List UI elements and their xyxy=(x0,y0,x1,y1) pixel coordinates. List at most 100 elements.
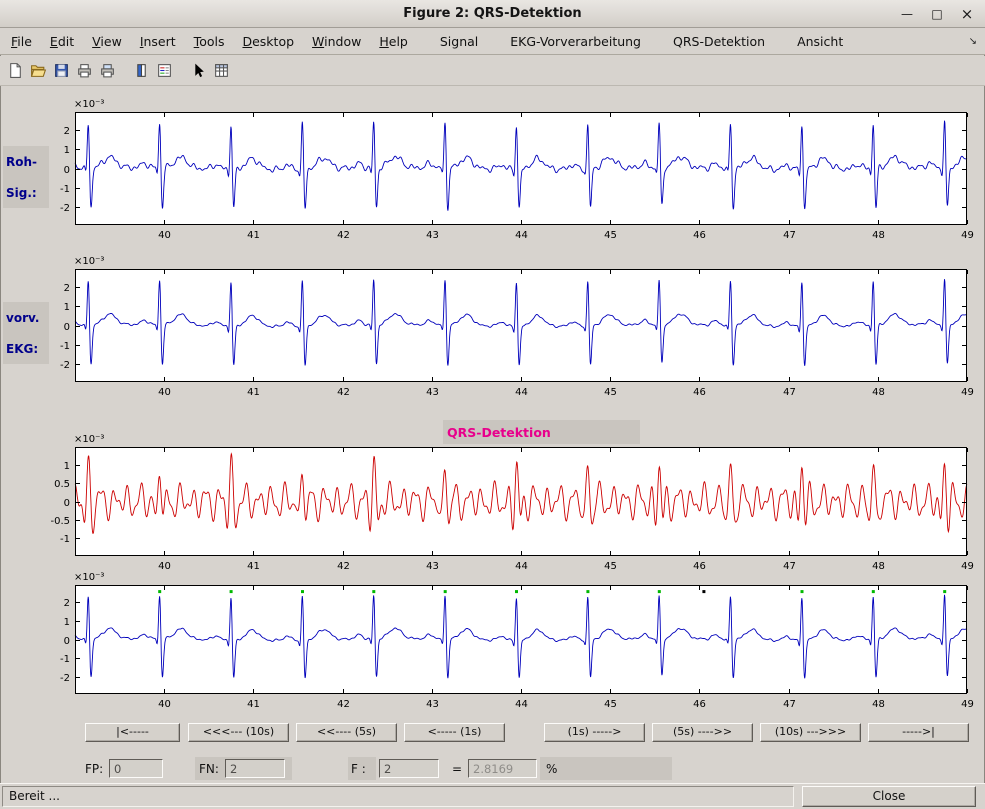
svg-text:44: 44 xyxy=(515,230,528,241)
svg-text:47: 47 xyxy=(783,561,796,572)
percent-panel xyxy=(540,757,672,780)
svg-text:45: 45 xyxy=(604,561,617,572)
menu-item-window[interactable]: Window xyxy=(312,33,362,49)
detection-marker xyxy=(657,590,661,594)
menu-item-ekg-vorverarbeitung[interactable]: EKG-Vorverarbeitung xyxy=(510,33,641,49)
save-icon[interactable] xyxy=(51,60,72,81)
svg-text:2: 2 xyxy=(64,283,70,294)
svg-text:44: 44 xyxy=(515,699,528,710)
menu-item-tools[interactable]: Tools xyxy=(193,33,225,49)
plot-canvas-roh-signal[interactable]: 40 41 42 43 44 45 46 47 48 49 2 1 0 -1 -2 ×10⁻³ xyxy=(39,96,975,243)
detection-marker xyxy=(443,590,447,594)
svg-text:44: 44 xyxy=(515,561,528,572)
fn-input[interactable] xyxy=(225,759,285,778)
nav-button-forward-5s[interactable]: (5s) ---->> xyxy=(652,723,753,742)
f-panel xyxy=(348,757,376,780)
minimize-icon[interactable]: — xyxy=(901,7,913,21)
fp-label: FP: xyxy=(85,762,104,776)
menu-item-edit[interactable]: Edit xyxy=(49,33,75,49)
svg-text:40: 40 xyxy=(158,230,171,241)
plot2-label-line1: vorv. xyxy=(6,310,40,325)
svg-text:47: 47 xyxy=(783,387,796,398)
menu-item-help[interactable]: Help xyxy=(379,33,408,49)
colorbar-icon[interactable] xyxy=(131,60,152,81)
signal-trace xyxy=(74,452,968,534)
svg-text:41: 41 xyxy=(247,561,260,572)
plot-browser-icon[interactable] xyxy=(211,60,232,81)
nav-button-jump-to-start[interactable]: |<----- xyxy=(85,723,180,742)
plot-canvas-detektions-ergebnis[interactable]: 40 41 42 43 44 45 46 47 48 49 2 1 0 -1 -2 ×10⁻³ xyxy=(39,569,975,712)
svg-text:46: 46 xyxy=(693,561,706,572)
plot1-label-line1: Roh- xyxy=(6,154,38,169)
svg-text:48: 48 xyxy=(872,699,885,710)
svg-text:2: 2 xyxy=(64,598,70,609)
svg-text:0: 0 xyxy=(64,636,70,647)
svg-text:46: 46 xyxy=(693,230,706,241)
signal-trace xyxy=(74,279,968,366)
detection-marker xyxy=(871,590,875,594)
plot-canvas-qrs-detektion-signal[interactable]: 40 41 42 43 44 45 46 47 48 49 1 0.5 0 -0.5 -1 ×10⁻³ xyxy=(39,431,975,574)
plot2-label-line2: EKG: xyxy=(6,341,39,356)
svg-text:1: 1 xyxy=(64,617,70,628)
result-input[interactable] xyxy=(468,759,537,778)
svg-text:-1: -1 xyxy=(60,341,70,352)
svg-text:40: 40 xyxy=(158,699,171,710)
svg-text:44: 44 xyxy=(515,387,528,398)
detection-marker xyxy=(586,590,590,594)
nav-button-back-10s[interactable]: <<<--- (10s) xyxy=(188,723,289,742)
svg-text:47: 47 xyxy=(783,230,796,241)
svg-text:2: 2 xyxy=(64,126,70,137)
svg-text:49: 49 xyxy=(961,561,974,572)
open-folder-icon[interactable] xyxy=(28,60,49,81)
fp-input[interactable] xyxy=(109,759,163,778)
plot-canvas-vorverarbeitetes-ekg[interactable]: 40 41 42 43 44 45 46 47 48 49 2 1 0 -1 -2 ×10⁻³ xyxy=(39,253,975,400)
svg-text:46: 46 xyxy=(693,387,706,398)
svg-text:49: 49 xyxy=(961,387,974,398)
svg-text:40: 40 xyxy=(158,561,171,572)
svg-text:47: 47 xyxy=(783,699,796,710)
axes: 40 41 42 43 44 45 46 47 48 49 2 1 0 -1 -2 ×10⁻³ xyxy=(60,572,974,710)
detection-marker xyxy=(800,590,804,594)
nav-button-forward-1s[interactable]: (1s) -----> xyxy=(544,723,645,742)
window-controls: — □ × xyxy=(895,4,979,24)
svg-text:1: 1 xyxy=(64,461,70,472)
svg-text:43: 43 xyxy=(426,387,439,398)
menu-item-signal[interactable]: Signal xyxy=(439,33,479,49)
svg-text:0: 0 xyxy=(64,322,70,333)
menu-item-ansicht[interactable]: Ansicht xyxy=(797,33,844,49)
new-file-icon[interactable] xyxy=(5,60,26,81)
maximize-icon[interactable]: □ xyxy=(931,7,943,21)
title-bar[interactable]: Figure 2: QRS-Detektion — □ × xyxy=(0,0,985,28)
f-input[interactable] xyxy=(379,759,439,778)
svg-text:-0.5: -0.5 xyxy=(50,516,70,527)
svg-text:42: 42 xyxy=(337,561,350,572)
svg-text:0: 0 xyxy=(64,498,70,509)
svg-text:-1: -1 xyxy=(60,534,70,545)
menu-item-qrs-detektion[interactable]: QRS-Detektion xyxy=(673,33,766,49)
pointer-icon[interactable] xyxy=(188,60,209,81)
menu-item-desktop[interactable]: Desktop xyxy=(242,33,295,49)
close-window-icon[interactable]: × xyxy=(960,5,974,23)
status-text: Bereit ... xyxy=(9,789,60,803)
print-icon[interactable] xyxy=(74,60,95,81)
menu-overflow-icon[interactable]: ↘ xyxy=(968,35,977,47)
print-preview-icon[interactable] xyxy=(97,60,118,81)
menu-item-view[interactable]: View xyxy=(92,33,122,49)
menu-item-file[interactable]: File xyxy=(11,33,32,49)
detection-marker xyxy=(301,590,304,594)
menu-item-insert[interactable]: Insert xyxy=(139,33,176,49)
nav-button-back-5s[interactable]: <<---- (5s) xyxy=(296,723,397,742)
svg-text:-2: -2 xyxy=(60,203,70,214)
window-title: Figure 2: QRS-Detektion xyxy=(403,6,582,21)
close-button[interactable]: Close xyxy=(802,786,976,807)
legend-icon[interactable] xyxy=(154,60,175,81)
plot1-signal-label: Roh- Sig.: xyxy=(3,146,49,208)
nav-button-jump-to-end[interactable]: ----->| xyxy=(868,723,969,742)
nav-button-back-1s[interactable]: <----- (1s) xyxy=(404,723,505,742)
svg-text:43: 43 xyxy=(426,699,439,710)
nav-button-forward-10s[interactable]: (10s) --->>> xyxy=(760,723,861,742)
percent-label: % xyxy=(546,762,558,776)
svg-text:0.5: 0.5 xyxy=(54,479,70,490)
svg-text:42: 42 xyxy=(337,699,350,710)
equals-label: = xyxy=(452,762,463,776)
